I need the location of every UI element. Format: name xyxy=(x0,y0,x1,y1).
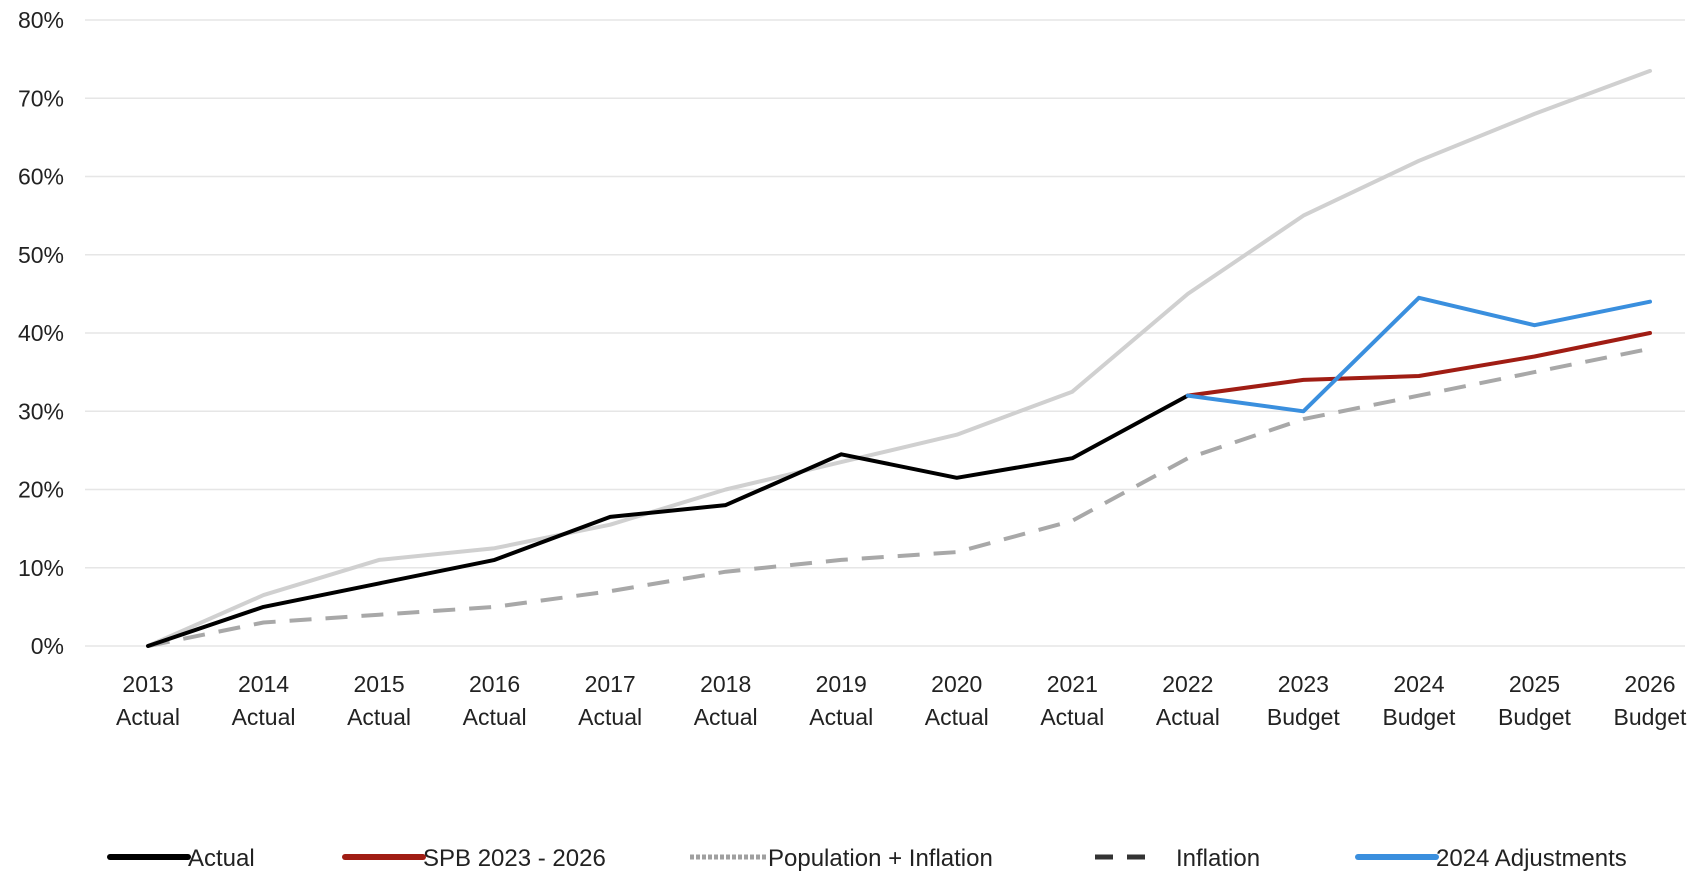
x-tick-label: 2025 xyxy=(1509,671,1560,697)
series-line-actual xyxy=(146,393,1190,648)
legend-item-inflation: Inflation xyxy=(1095,845,1260,872)
x-tick-label: Actual xyxy=(925,704,989,730)
x-tick-2022-actual: 2022 Actual xyxy=(1156,671,1220,730)
x-axis-ticks: 2013 Actual 2014 Actual 2015 Actual 2016 Actual… xyxy=(116,671,1687,730)
y-tick-label: 60% xyxy=(18,164,64,190)
y-axis-ticks: 0% 10% 20% 30% 40% 50% 60% 70% 80% xyxy=(18,7,64,659)
legend-label: SPB 2023 - 2026 xyxy=(423,845,606,872)
x-tick-label: 2014 xyxy=(238,671,289,697)
legend-item-population-inflation: Population + Inflation xyxy=(690,845,993,872)
x-tick-2018-actual: 2018 Actual xyxy=(694,671,758,730)
x-tick-2020-actual: 2020 Actual xyxy=(925,671,989,730)
legend-label: Inflation xyxy=(1176,845,1260,872)
series-line-adjustments xyxy=(1185,295,1652,414)
x-tick-label: 2013 xyxy=(122,671,173,697)
legend-item-actual: Actual xyxy=(107,845,255,872)
x-tick-2026-budget: 2026 Budget xyxy=(1614,671,1688,730)
legend: Actual SPB 2023 - 2026 Population + Inflat… xyxy=(107,845,1627,872)
x-tick-label: 2023 xyxy=(1278,671,1329,697)
x-tick-label: Budget xyxy=(1614,704,1688,730)
x-tick-2015-actual: 2015 Actual xyxy=(347,671,411,730)
x-tick-label: 2017 xyxy=(585,671,636,697)
x-tick-label: Actual xyxy=(1156,704,1220,730)
x-tick-2017-actual: 2017 Actual xyxy=(578,671,642,730)
x-tick-2014-actual: 2014 Actual xyxy=(232,671,296,730)
x-tick-label: 2021 xyxy=(1047,671,1098,697)
y-tick-label: 20% xyxy=(18,477,64,503)
x-tick-2021-actual: 2021 Actual xyxy=(1040,671,1104,730)
x-tick-2024-budget: 2024 Budget xyxy=(1382,671,1456,730)
series-line-inflation xyxy=(147,346,1651,648)
x-tick-label: 2026 xyxy=(1624,671,1675,697)
x-tick-label: 2020 xyxy=(931,671,982,697)
x-tick-label: Actual xyxy=(578,704,642,730)
x-tick-label: Actual xyxy=(809,704,873,730)
x-tick-label: Actual xyxy=(463,704,527,730)
y-tick-label: 80% xyxy=(18,7,64,33)
y-tick-label: 30% xyxy=(18,398,64,424)
legend-label: Population + Inflation xyxy=(768,845,993,872)
x-tick-label: Budget xyxy=(1267,704,1341,730)
x-tick-label: Budget xyxy=(1382,704,1456,730)
x-tick-label: Actual xyxy=(1040,704,1104,730)
x-tick-2023-budget: 2023 Budget xyxy=(1267,671,1341,730)
y-tick-label: 70% xyxy=(18,85,64,111)
y-tick-label: 10% xyxy=(18,555,64,581)
y-tick-label: 50% xyxy=(18,242,64,268)
x-tick-2019-actual: 2019 Actual xyxy=(809,671,873,730)
x-tick-label: Actual xyxy=(232,704,296,730)
series-line-spb xyxy=(1185,331,1652,398)
legend-label: 2024 Adjustments xyxy=(1436,845,1627,872)
x-tick-label: 2024 xyxy=(1393,671,1444,697)
x-tick-2016-actual: 2016 Actual xyxy=(463,671,527,730)
series-line-population-inflation xyxy=(146,68,1652,648)
x-tick-label: 2015 xyxy=(353,671,404,697)
x-tick-label: 2018 xyxy=(700,671,751,697)
gridlines xyxy=(85,19,1685,647)
y-tick-label: 40% xyxy=(18,320,64,346)
x-tick-label: Actual xyxy=(347,704,411,730)
x-tick-2025-budget: 2025 Budget xyxy=(1498,671,1572,730)
x-tick-label: Budget xyxy=(1498,704,1572,730)
legend-item-spb: SPB 2023 - 2026 xyxy=(342,845,606,872)
x-tick-label: 2016 xyxy=(469,671,520,697)
x-tick-label: Actual xyxy=(694,704,758,730)
series-lines xyxy=(146,68,1652,648)
legend-label: Actual xyxy=(188,845,255,872)
legend-item-adjustments: 2024 Adjustments xyxy=(1355,845,1627,872)
x-tick-label: 2019 xyxy=(816,671,867,697)
x-tick-label: Actual xyxy=(116,704,180,730)
x-tick-2013-actual: 2013 Actual xyxy=(116,671,180,730)
x-tick-label: 2022 xyxy=(1162,671,1213,697)
y-tick-label: 0% xyxy=(31,633,64,659)
